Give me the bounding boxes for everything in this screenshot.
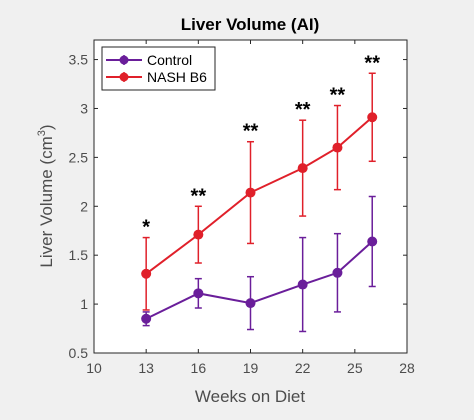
x-tick-label: 19 — [243, 360, 259, 376]
series-layer — [141, 72, 378, 333]
significance-marker: ** — [243, 121, 259, 143]
x-tick-label: 16 — [191, 360, 207, 376]
y-tick-label: 3 — [80, 100, 88, 116]
legend-nash-marker — [119, 72, 129, 82]
y-axis-label-superscript: 3 — [36, 130, 48, 136]
series-line-control — [145, 240, 373, 320]
data-point-control — [332, 267, 343, 278]
x-axis-label: Weeks on Diet — [195, 387, 306, 406]
data-point-nash — [141, 268, 152, 279]
y-tick-label: 1 — [80, 296, 88, 312]
legend: Control NASH B6 — [101, 46, 216, 91]
y-axis-label: Liver Volume (cm3) — [36, 124, 56, 267]
data-point-nash — [297, 163, 308, 174]
x-tick-label: 13 — [138, 360, 154, 376]
x-tick-label: 22 — [295, 360, 311, 376]
data-point-control — [367, 236, 378, 247]
data-point-nash — [367, 112, 378, 123]
y-tick-label: 0.5 — [69, 345, 89, 361]
data-point-control — [297, 279, 308, 290]
x-tick-label: 28 — [399, 360, 415, 376]
significance-marker: ** — [330, 85, 346, 107]
data-point-nash — [245, 187, 256, 198]
significance-marker: ** — [295, 99, 311, 121]
data-point-control — [193, 288, 204, 299]
x-tick-label: 10 — [86, 360, 102, 376]
data-point-nash — [193, 229, 204, 240]
significance-annotations: *********** — [142, 52, 380, 238]
y-axis-label-main: Liver Volume (cm — [37, 136, 56, 267]
y-axis-label-suffix: ) — [37, 124, 56, 130]
y-tick-label: 1.5 — [69, 247, 89, 263]
legend-control-label: Control — [147, 52, 192, 68]
chart-title: Liver Volume (AI) — [181, 15, 320, 34]
y-tick-label: 3.5 — [69, 52, 89, 68]
significance-marker: ** — [191, 185, 207, 207]
y-tick-label: 2.5 — [69, 149, 89, 165]
legend-control-marker — [119, 55, 129, 65]
tick-marks: 10 13 16 19 22 25 28 0.5 1 1.5 2 2.5 3 3.5 — [69, 40, 415, 376]
series-nash — [141, 72, 378, 311]
series-control — [141, 195, 378, 333]
legend-box — [101, 46, 216, 91]
series-line-nash — [145, 116, 373, 275]
y-tick-label: 2 — [80, 198, 88, 214]
data-point-nash — [332, 142, 343, 153]
data-point-control — [141, 313, 152, 324]
significance-marker: ** — [364, 52, 380, 74]
legend-nash-label: NASH B6 — [147, 69, 207, 85]
data-point-control — [245, 298, 256, 309]
significance-marker: * — [142, 217, 150, 239]
x-tick-label: 25 — [347, 360, 363, 376]
